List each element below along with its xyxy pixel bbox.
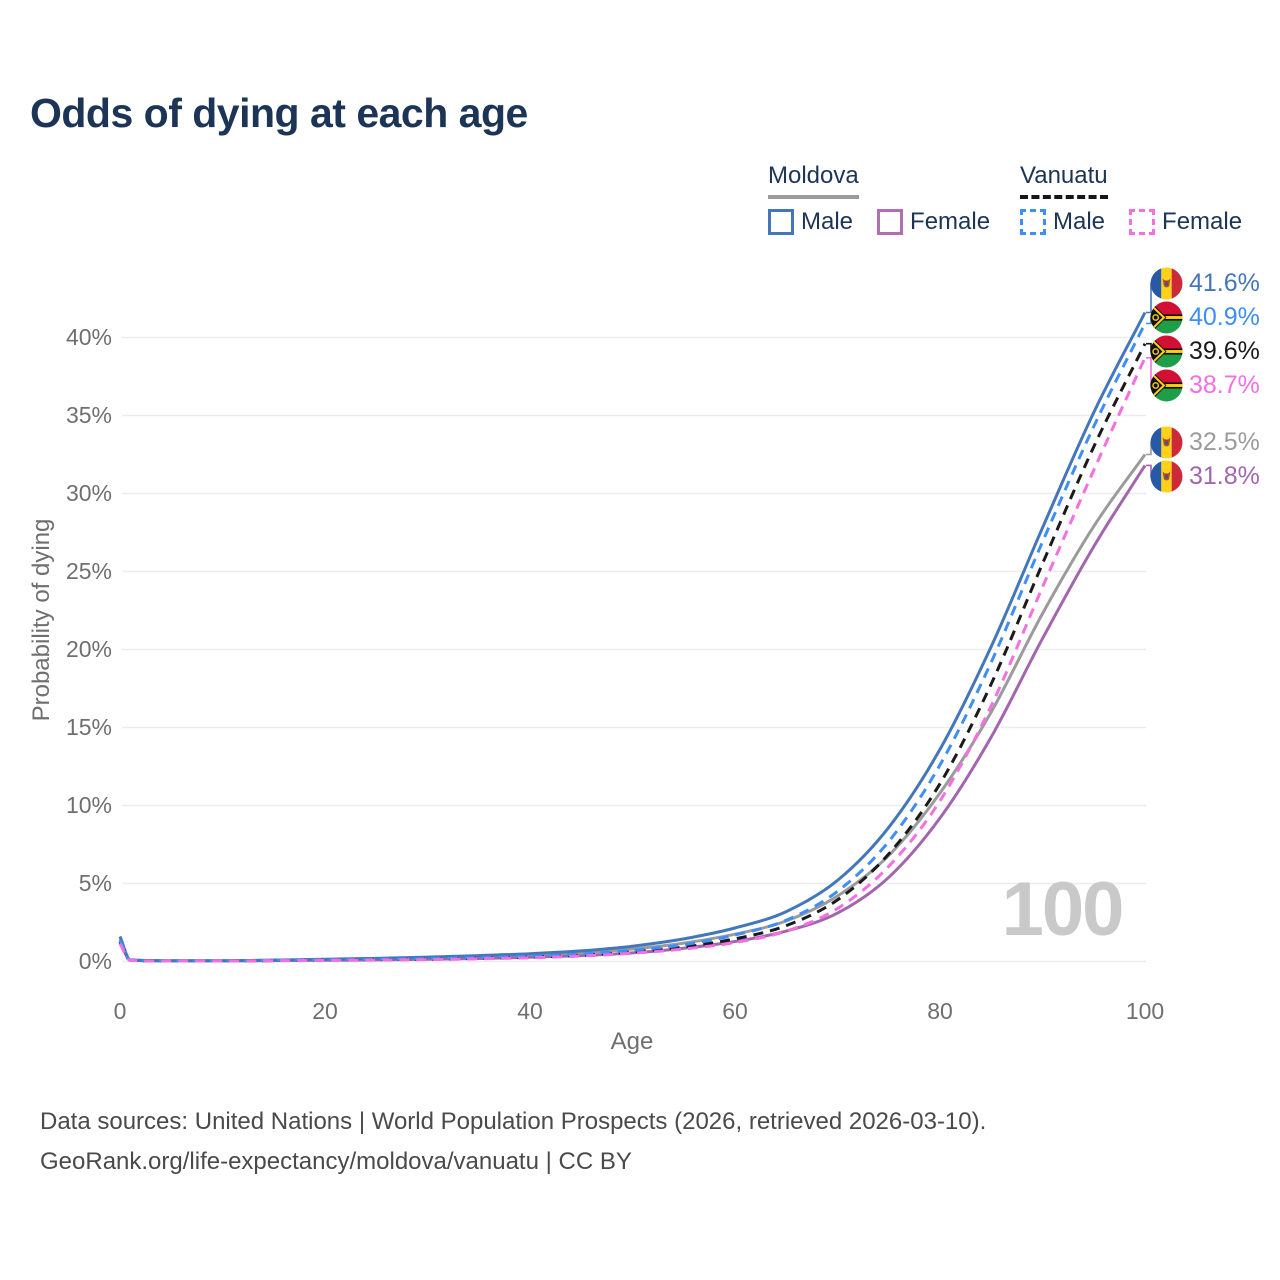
age-watermark: 100 <box>1001 867 1125 952</box>
legend-swatch-icon <box>768 209 794 235</box>
x-tick-label: 20 <box>312 998 338 1024</box>
y-tick-label: 20% <box>65 635 112 662</box>
legend-item-label: Female <box>1162 208 1243 235</box>
y-tick-label: 0% <box>78 947 112 974</box>
line-vanuatu-male <box>118 322 1147 963</box>
y-tick-label: 35% <box>65 401 112 428</box>
moldova-flag-icon <box>1150 426 1183 459</box>
end-label-moldova-female: 31.8% <box>1150 460 1260 493</box>
legend-swatch-icon <box>1020 209 1046 235</box>
y-axis-title: Probability of dying <box>28 518 55 722</box>
y-tick-label: 25% <box>65 557 112 584</box>
series-lines <box>118 311 1147 963</box>
end-label-value: 32.5% <box>1189 428 1260 457</box>
end-label-vanuatu-female: 38.7% <box>1150 369 1260 402</box>
x-tick-label: 60 <box>722 998 748 1024</box>
end-label-value: 31.8% <box>1189 462 1260 491</box>
x-axis-title: Age <box>610 1028 654 1055</box>
legend-item-vanuatu-female: Female <box>1129 208 1242 236</box>
footer-sources: Data sources: United Nations | World Pop… <box>40 1108 987 1135</box>
legend-item-label: Male <box>1053 208 1106 235</box>
legend-swatch-icon <box>1129 209 1156 235</box>
y-tick-label: 40% <box>65 323 112 350</box>
legend-item-label: Female <box>910 208 991 235</box>
legend-swatch-icon <box>877 209 904 235</box>
end-label-value: 41.6% <box>1189 268 1260 297</box>
gridlines <box>122 336 1146 963</box>
x-tick-label: 80 <box>927 998 953 1024</box>
legend-group-title: Vanuatu <box>1020 162 1108 199</box>
legend-items: Male Female <box>768 208 990 236</box>
y-tick-label: 15% <box>65 713 112 740</box>
page-title: Odds of dying at each age <box>30 90 528 136</box>
line-moldova-male <box>118 311 1147 963</box>
end-label-value: 39.6% <box>1189 336 1260 365</box>
y-tick-label: 10% <box>65 791 112 818</box>
legend-items: Male Female <box>1020 208 1242 236</box>
moldova-flag-icon <box>1150 267 1183 300</box>
legend-item-moldova-male: Male <box>768 208 853 236</box>
end-label-value: 38.7% <box>1189 370 1260 399</box>
legend-item-vanuatu-male: Male <box>1020 208 1105 236</box>
y-tick-label: 30% <box>65 479 112 506</box>
legend-item-label: Male <box>801 208 854 235</box>
x-tick-label: 40 <box>517 998 543 1024</box>
line-vanuatu-female <box>118 357 1147 963</box>
vanuatu-flag-icon <box>1150 335 1183 368</box>
line-vanuatu-total <box>118 343 1147 963</box>
end-label-value: 40.9% <box>1189 302 1260 331</box>
x-tick-label: 100 <box>1125 998 1165 1024</box>
legend-item-moldova-female: Female <box>877 208 990 236</box>
x-tick-label: 0 <box>113 998 127 1024</box>
vanuatu-flag-icon <box>1150 301 1183 334</box>
vanuatu-flag-icon <box>1150 369 1183 402</box>
end-label-moldova-male: 41.6% <box>1150 267 1260 300</box>
moldova-flag-icon <box>1150 460 1183 493</box>
y-tick-label: 5% <box>78 869 112 896</box>
footer-attribution: GeoRank.org/life-expectancy/moldova/vanu… <box>40 1148 632 1175</box>
end-label-moldova-total: 32.5% <box>1150 426 1260 459</box>
end-label-vanuatu-total: 39.6% <box>1150 335 1260 368</box>
legend-group-vanuatu: Vanuatu Male Female <box>1020 162 1242 236</box>
footer: Data sources: United Nations | World Pop… <box>40 1102 986 1182</box>
legend-group-moldova: Moldova Male Female <box>768 162 990 236</box>
legend-group-title: Moldova <box>768 162 859 199</box>
end-label-vanuatu-male: 40.9% <box>1150 301 1260 334</box>
